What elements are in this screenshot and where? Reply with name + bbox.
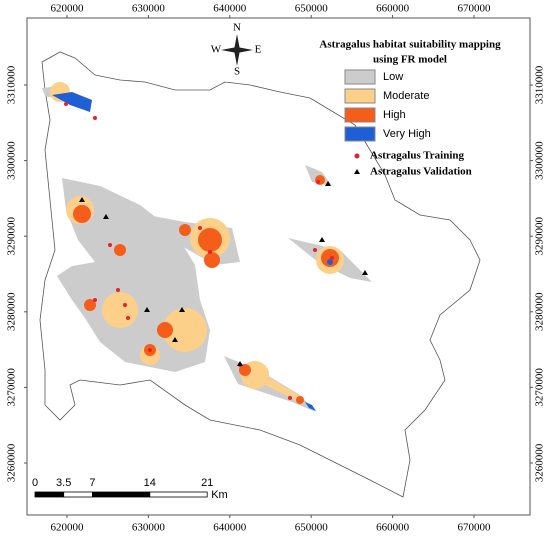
x-coordinate-label: 660000 bbox=[376, 522, 410, 534]
x-coordinate-label: 620000 bbox=[51, 3, 85, 15]
y-coordinate-label: 3310000 bbox=[6, 65, 18, 104]
legend-swatch bbox=[344, 69, 376, 85]
y-coordinate-label: 3270000 bbox=[6, 368, 18, 407]
y-coordinate-label: 3310000 bbox=[534, 65, 546, 104]
legend-swatch bbox=[344, 126, 376, 142]
y-coordinate-label: 3280000 bbox=[6, 292, 18, 331]
legend: Low Moderate High Very High Astragalus Train… bbox=[344, 69, 472, 178]
legend-swatch bbox=[344, 88, 376, 104]
compass-s: S bbox=[234, 66, 240, 78]
legend-title: Astragalus habitat suitability mapping bbox=[319, 39, 501, 51]
x-coordinate-label: 670000 bbox=[458, 522, 492, 534]
compass-w: W bbox=[211, 44, 222, 56]
x-coordinate-label: 650000 bbox=[295, 522, 329, 534]
y-coordinate-label: 3270000 bbox=[534, 368, 546, 407]
y-coordinate-label: 3260000 bbox=[6, 443, 18, 482]
compass-rose: N S E W bbox=[211, 22, 262, 78]
y-coordinate-label: 3300000 bbox=[6, 141, 18, 180]
x-coordinate-label: 640000 bbox=[213, 3, 247, 15]
coordinate-labels: 620000 620000 630000 630000 640000 640000 6500… bbox=[6, 3, 546, 534]
compass-e: E bbox=[255, 44, 262, 56]
study-area-boundary bbox=[39, 51, 481, 498]
x-coordinate-label: 620000 bbox=[51, 522, 85, 534]
scale-label: 7 bbox=[89, 477, 95, 489]
legend-label: Astragalus Training bbox=[370, 150, 465, 162]
x-coordinate-label: 670000 bbox=[458, 3, 492, 15]
legend-symbol bbox=[354, 169, 360, 174]
legend-swatch bbox=[344, 107, 376, 123]
scale-segment bbox=[149, 491, 208, 498]
legend-label: Low bbox=[383, 71, 403, 83]
x-coordinate-label: 630000 bbox=[132, 522, 166, 534]
y-coordinate-label: 3260000 bbox=[534, 443, 546, 482]
scale-label: 0 bbox=[32, 477, 38, 489]
scale-segment bbox=[63, 491, 93, 498]
y-coordinate-label: 3280000 bbox=[534, 292, 546, 331]
legend-label: Very High bbox=[383, 128, 431, 140]
training-points bbox=[64, 102, 334, 400]
y-coordinate-label: 3290000 bbox=[6, 216, 18, 255]
y-coordinate-label: 3290000 bbox=[534, 216, 546, 255]
scale-segment bbox=[34, 491, 65, 498]
legend-label: Astragalus Validation bbox=[370, 166, 472, 178]
legend-label: High bbox=[383, 109, 406, 121]
x-coordinate-label: 630000 bbox=[132, 3, 166, 15]
scale-label: 14 bbox=[144, 477, 156, 489]
scale-unit: Km bbox=[211, 489, 228, 501]
x-coordinate-label: 660000 bbox=[376, 3, 410, 15]
legend-title: using FR model bbox=[373, 54, 447, 66]
legend-symbol bbox=[354, 153, 360, 159]
compass-n: N bbox=[233, 22, 241, 34]
x-coordinate-label: 650000 bbox=[295, 3, 329, 15]
very-high-zones bbox=[52, 92, 333, 411]
x-coordinate-label: 640000 bbox=[213, 522, 247, 534]
legend-label: Moderate bbox=[383, 90, 429, 102]
scale-label: 3.5 bbox=[56, 477, 71, 489]
y-coordinate-label: 3300000 bbox=[534, 141, 546, 180]
scale-segment bbox=[92, 491, 151, 498]
validation-points bbox=[79, 181, 368, 366]
scale-label: 21 bbox=[201, 477, 213, 489]
